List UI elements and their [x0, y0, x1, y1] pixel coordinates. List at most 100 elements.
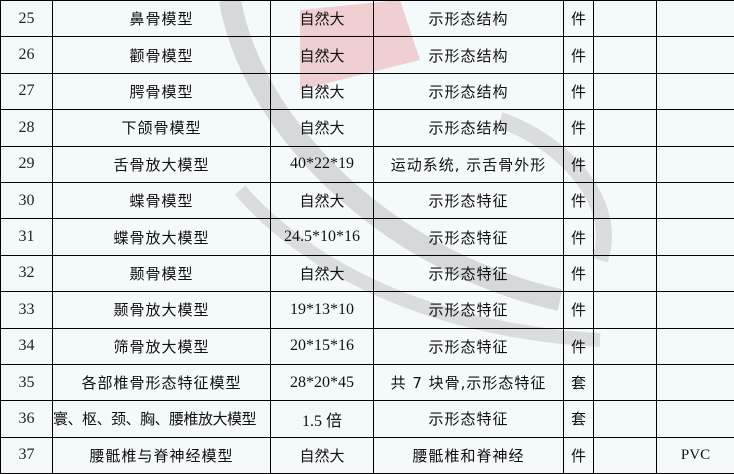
item-size: 28*20*45: [270, 363, 374, 402]
item-name: 颧骨模型: [52, 36, 271, 74]
item-unit: 件: [563, 72, 594, 111]
item-unit: 件: [563, 436, 594, 474]
item-unit: 套: [563, 400, 594, 438]
row-number: 30: [0, 181, 53, 220]
row-number: 25: [0, 0, 53, 38]
table-row: 35 各部椎骨形态特征模型 28*20*45 共 7 块骨,示形态特征套: [0, 363, 734, 402]
item-quantity: [593, 145, 657, 183]
item-name: 蝶骨放大模型: [52, 218, 271, 256]
item-material: [656, 327, 734, 365]
table-row: 31 蝶骨放大模型 24.5*10*16 示形态特征件: [0, 218, 734, 256]
item-name: 舌骨放大模型: [52, 145, 271, 183]
table-row: 25 鼻骨模型 自然大 示形态结构件: [0, 0, 734, 38]
item-size: 自然大: [270, 254, 374, 293]
item-unit: 件: [563, 0, 594, 38]
table-row: 37 腰骶椎与脊神经模型 自然大 腰骶椎和脊神经件 PVC: [0, 436, 734, 474]
item-size: 自然大: [270, 181, 374, 220]
item-name: 鼻骨模型: [52, 0, 271, 38]
row-number: 34: [0, 327, 53, 365]
item-quantity: [593, 181, 657, 220]
item-quantity: [593, 291, 657, 329]
item-material: [656, 363, 734, 402]
item-name: 腰骶椎与脊神经模型: [52, 436, 271, 474]
row-number: 27: [0, 72, 53, 111]
item-size: 20*15*16: [270, 327, 374, 365]
item-description: 示形态结构: [373, 36, 564, 74]
row-number: 35: [0, 363, 53, 402]
table-row: 28 下颌骨模型 自然大 示形态结构件: [0, 109, 734, 147]
item-name: 颞骨模型: [52, 254, 271, 293]
item-material: [656, 0, 734, 38]
item-name: 各部椎骨形态特征模型: [52, 363, 271, 402]
table-row: 29 舌骨放大模型 40*22*19 运动系统, 示舌骨外形件: [0, 145, 734, 183]
row-number: 32: [0, 254, 53, 293]
item-description: 示形态结构: [373, 0, 564, 38]
item-description: 示形态特征: [373, 218, 564, 256]
item-description: 运动系统, 示舌骨外形: [373, 145, 564, 183]
item-material: [656, 109, 734, 147]
item-name: 寰、枢、颈、胸、腰椎放大模型: [52, 400, 271, 438]
item-unit: 件: [563, 218, 594, 256]
item-name: 腭骨模型: [52, 72, 271, 111]
item-size: 40*22*19: [270, 145, 374, 183]
item-description: 共 7 块骨,示形态特征: [373, 363, 564, 402]
item-unit: 件: [563, 291, 594, 329]
item-material: [656, 400, 734, 438]
item-size: 自然大: [270, 72, 374, 111]
row-number: 26: [0, 36, 53, 74]
item-material: [656, 36, 734, 74]
table-row: 32 颞骨模型 自然大 示形态特征件: [0, 254, 734, 293]
item-quantity: [593, 109, 657, 147]
item-unit: 件: [563, 36, 594, 74]
table-row: 26 颧骨模型 自然大 示形态结构件: [0, 36, 734, 74]
table-row: 34 筛骨放大模型 20*15*16 示形态特征件: [0, 327, 734, 365]
row-number: 37: [0, 436, 53, 474]
item-unit: 件: [563, 145, 594, 183]
row-number: 36: [0, 400, 53, 438]
item-unit: 件: [563, 181, 594, 220]
item-quantity: [593, 400, 657, 438]
item-description: 示形态特征: [373, 400, 564, 438]
table-row: 33 颞骨放大模型 19*13*10 示形态特征件: [0, 291, 734, 329]
item-material: [656, 254, 734, 293]
item-quantity: [593, 0, 657, 38]
item-size: 1.5 倍: [270, 400, 374, 438]
item-quantity: [593, 436, 657, 474]
item-size: 19*13*10: [270, 291, 374, 329]
item-description: 示形态特征: [373, 254, 564, 293]
item-description: 示形态特征: [373, 327, 564, 365]
item-unit: 件: [563, 327, 594, 365]
item-name: 颞骨放大模型: [52, 291, 271, 329]
item-name: 下颌骨模型: [52, 109, 271, 147]
item-size: 自然大: [270, 36, 374, 74]
item-unit: 件: [563, 109, 594, 147]
item-description: 示形态特征: [373, 181, 564, 220]
row-number: 29: [0, 145, 53, 183]
item-quantity: [593, 254, 657, 293]
item-quantity: [593, 36, 657, 74]
item-material: [656, 145, 734, 183]
item-name: 蝶骨模型: [52, 181, 271, 220]
item-material: [656, 181, 734, 220]
item-quantity: [593, 363, 657, 402]
item-material: [656, 218, 734, 256]
table-row: 30 蝶骨模型 自然大 示形态特征件: [0, 181, 734, 220]
item-material: PVC: [656, 436, 734, 474]
item-unit: 套: [563, 363, 594, 402]
item-unit: 件: [563, 254, 594, 293]
item-description: 示形态结构: [373, 72, 564, 111]
item-description: 示形态特征: [373, 291, 564, 329]
row-number: 33: [0, 291, 53, 329]
item-quantity: [593, 218, 657, 256]
row-number: 31: [0, 218, 53, 256]
item-description: 腰骶椎和脊神经: [373, 436, 564, 474]
row-number: 28: [0, 109, 53, 147]
item-size: 24.5*10*16: [270, 218, 374, 256]
item-size: 自然大: [270, 436, 374, 474]
item-name: 筛骨放大模型: [52, 327, 271, 365]
item-size: 自然大: [270, 0, 374, 38]
item-material: [656, 291, 734, 329]
table-row: 27 腭骨模型 自然大 示形态结构件: [0, 72, 734, 111]
table-row: 36 寰、枢、颈、胸、腰椎放大模型 1.5 倍示形态特征套: [0, 400, 734, 438]
